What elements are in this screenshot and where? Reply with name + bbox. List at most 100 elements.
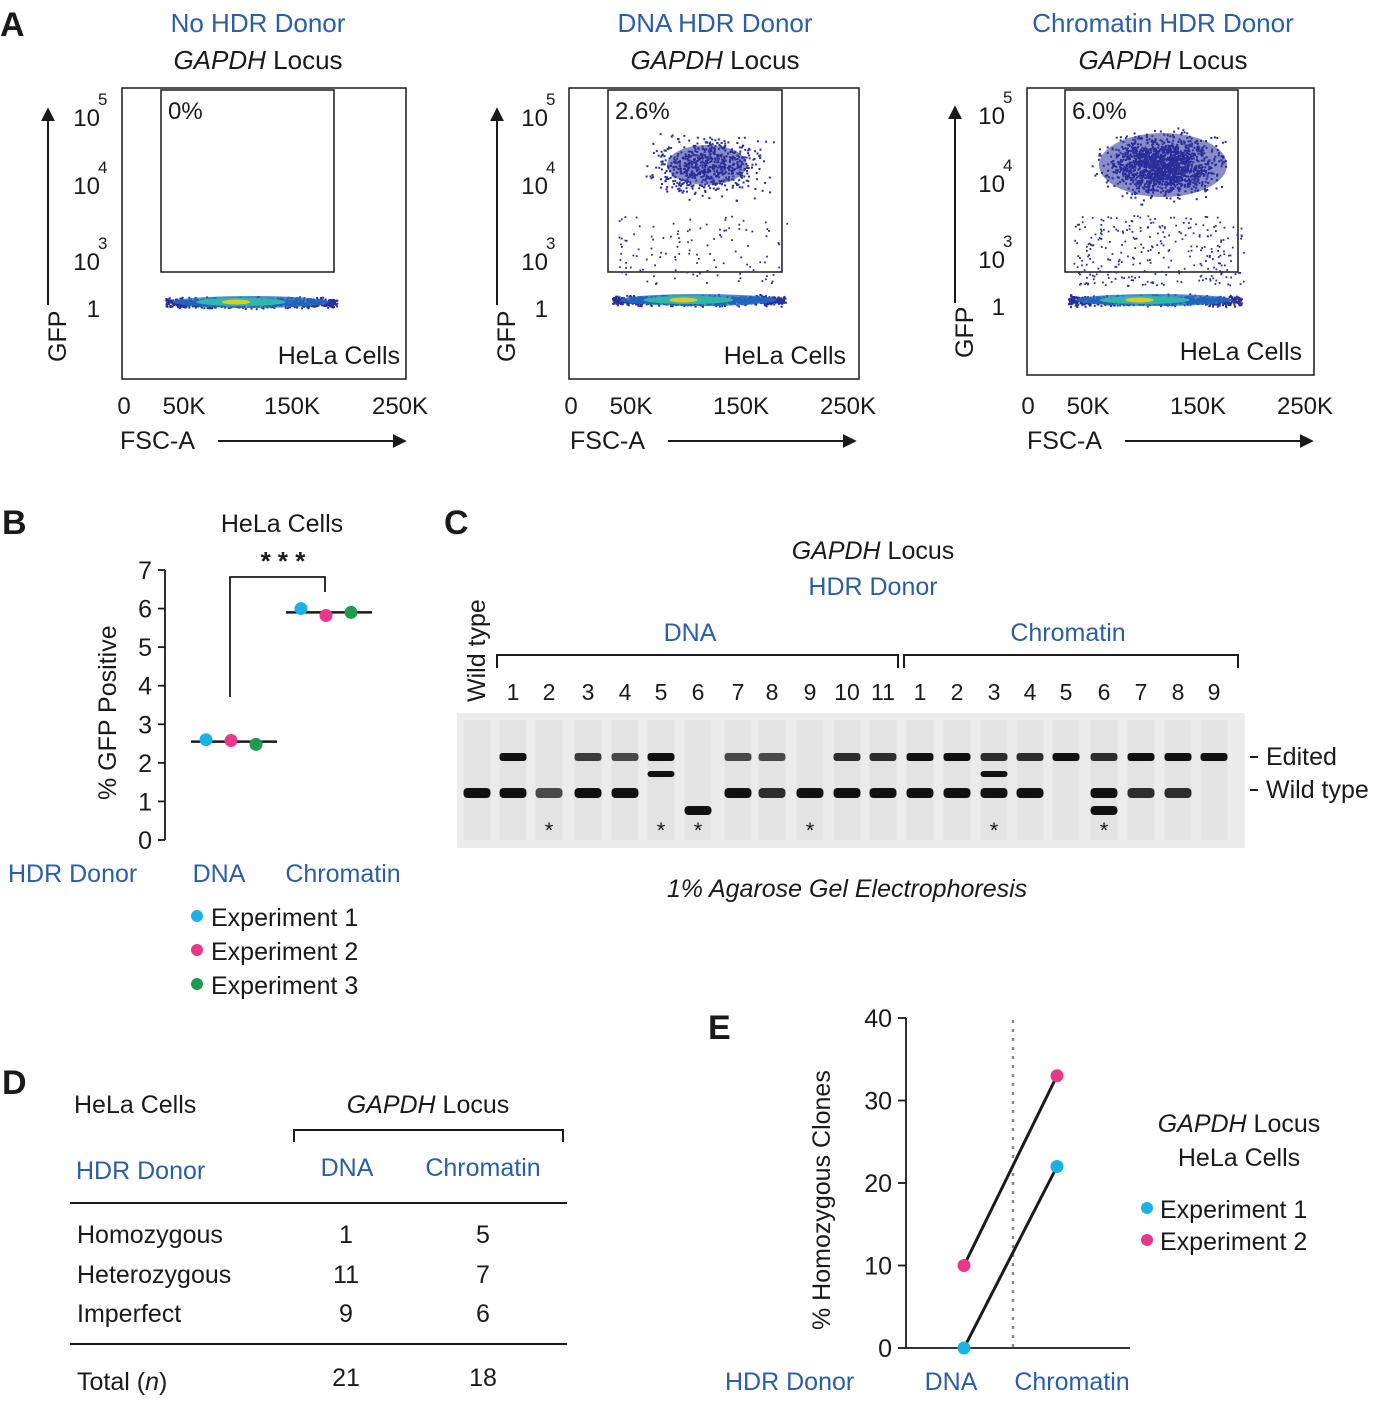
event [660,160,663,163]
event [779,300,781,303]
flow-plot-3: Chromatin HDR Donor GAPDH Locus 6.0% HeL… [948,8,1333,455]
event [660,168,663,171]
event [761,280,764,282]
y-tick-1e5: 10 [73,105,100,132]
event [1186,132,1189,135]
event [617,299,620,302]
event [764,221,767,224]
event [191,305,194,308]
event [738,228,741,230]
event [660,155,663,158]
event [741,186,744,189]
event [701,194,704,197]
event [784,301,787,304]
event [1113,185,1116,187]
event [691,185,694,188]
event [766,303,769,305]
event [1098,154,1101,157]
event [667,177,670,180]
event [203,307,206,310]
density-core [667,145,747,185]
event [273,306,276,309]
event [1240,298,1243,301]
x-tick-150k: 150K [713,393,769,420]
event [689,218,692,221]
event [172,299,175,302]
event [620,218,623,221]
event [687,241,689,244]
event [738,186,741,189]
event [770,282,773,285]
event [1070,306,1072,309]
event [1069,297,1072,300]
event [1113,304,1116,307]
event [709,141,712,144]
event [746,172,749,175]
event [689,228,691,231]
event [719,228,721,231]
flow-plot-1-x-label: FSC-A [120,427,195,455]
flow-plot-1-locus: GAPDH Locus [173,45,342,75]
event [331,300,334,303]
event [724,217,727,219]
event [1224,303,1227,305]
event [703,186,706,189]
event [613,301,616,304]
event [168,297,171,300]
event [336,302,339,305]
event [626,303,629,306]
event [176,298,179,301]
event [780,297,782,300]
event [311,305,314,308]
flow-plot-2-y-ticks: 10 5 10 4 10 3 1 [521,90,555,323]
event [674,277,676,280]
event [629,295,632,297]
event [699,272,701,275]
event [748,147,751,150]
event [624,239,627,242]
event [769,301,772,304]
event [696,142,699,145]
event [615,300,618,303]
event [1119,139,1122,142]
event [1125,135,1128,138]
event [675,185,678,188]
event [768,296,771,299]
flow-plot-3-gate [1064,89,1239,273]
event [746,170,748,172]
event [765,140,768,143]
event [655,149,658,152]
flow-plot-2-title: DNA HDR Donor [617,8,812,38]
event [678,237,680,240]
event [671,305,674,308]
event [209,306,212,309]
event [694,305,697,308]
event [1237,299,1240,302]
y-tick-1e4-exp: 4 [546,158,555,177]
event [1068,302,1071,305]
y-tick-1: 1 [87,296,100,323]
event [680,183,683,186]
event [758,155,761,158]
event [175,304,178,307]
event [709,136,712,139]
event [688,198,691,201]
event [619,259,622,261]
event [646,280,649,283]
event [658,304,661,307]
event [696,262,698,264]
event [332,303,335,306]
event [652,225,655,228]
event [298,296,301,299]
event [653,275,655,278]
event [169,306,172,309]
event [651,174,654,176]
event [674,258,677,261]
event [1119,304,1122,307]
event [660,150,663,153]
event [661,153,664,156]
event [1217,303,1219,306]
event [676,233,679,235]
event [759,157,762,159]
event [615,295,617,298]
